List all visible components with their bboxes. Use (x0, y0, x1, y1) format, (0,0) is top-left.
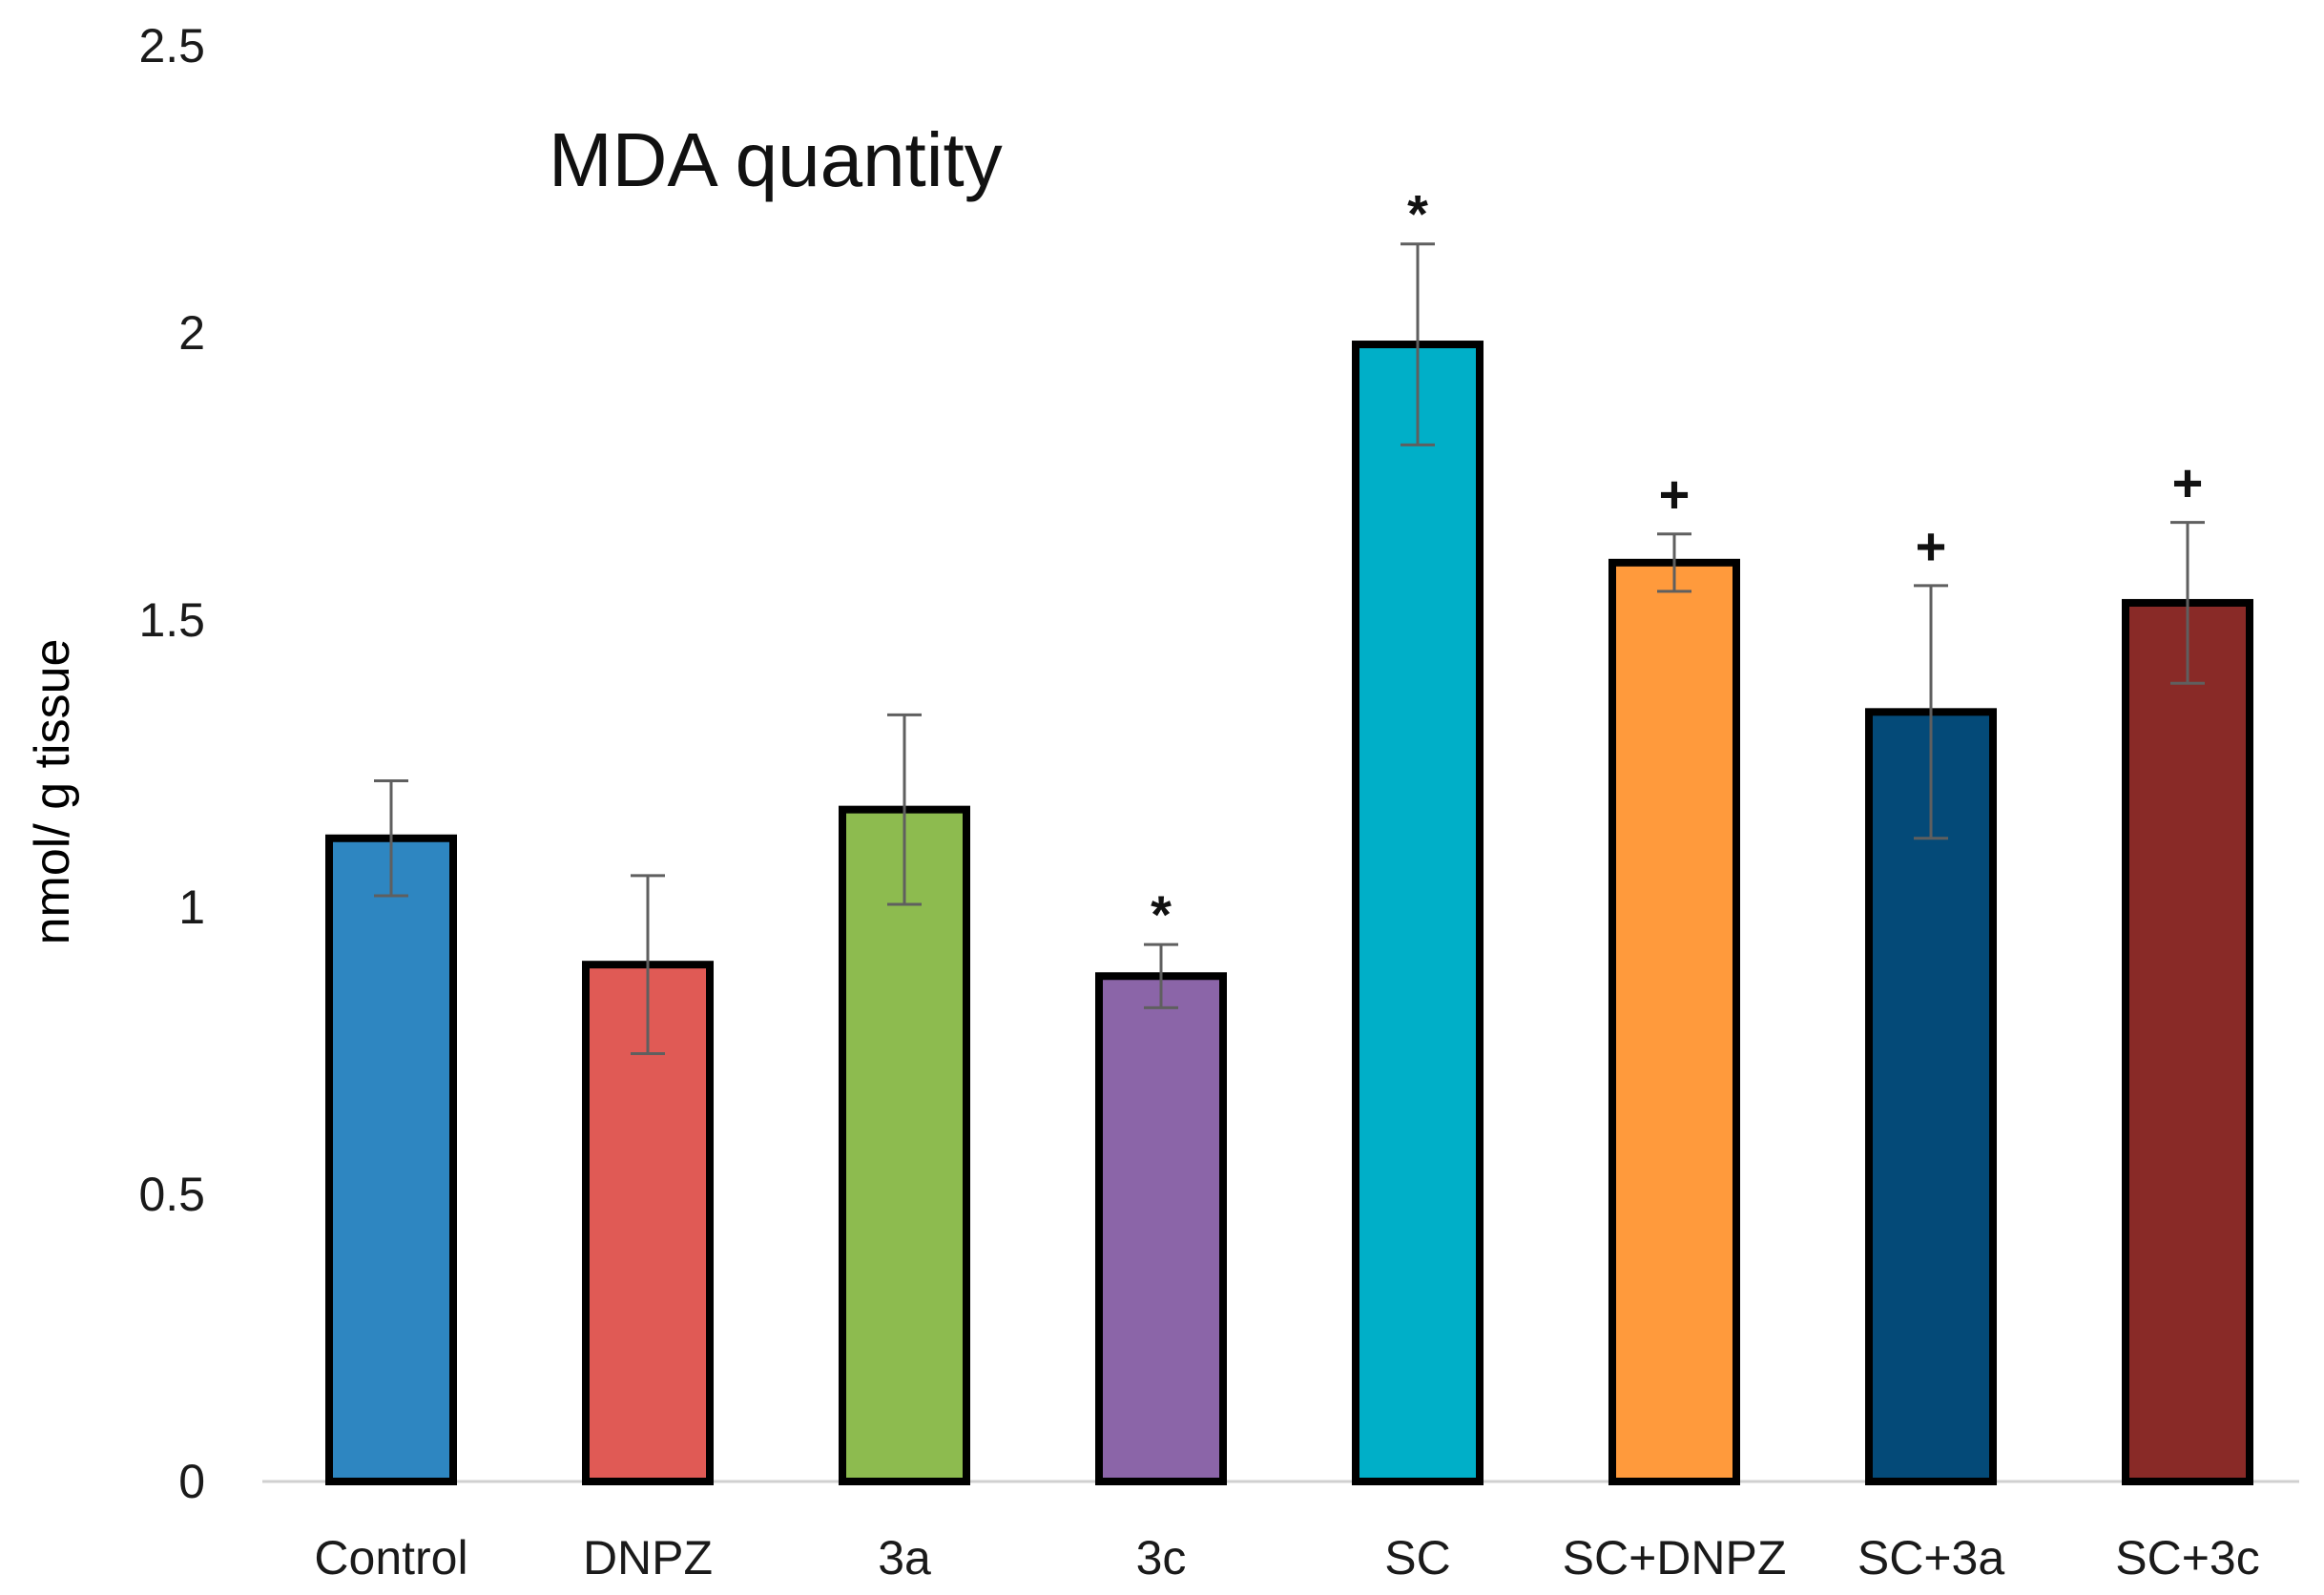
category-label: DNPZ (583, 1531, 713, 1585)
y-tick-label: 0.5 (138, 1168, 205, 1221)
bar-sc-3c (2122, 598, 2253, 1485)
bar-sc-dnpz (1608, 558, 1740, 1485)
category-label: SC+DNPZ (1563, 1531, 1787, 1585)
category-label: Control (314, 1531, 467, 1585)
y-tick-label: 1.5 (138, 593, 205, 647)
y-tick-label: 0 (178, 1455, 205, 1508)
category-label: SC (1384, 1531, 1450, 1585)
y-tick-label: 1 (178, 880, 205, 934)
annotation-star: * (1151, 884, 1172, 944)
bar-3a (839, 805, 970, 1485)
error-bar-sc-3a (1914, 584, 1948, 840)
bar-control (325, 834, 457, 1485)
annotation-plus: + (1916, 516, 1947, 576)
bars (325, 341, 2253, 1485)
category-labels: Control DNPZ 3a 3c SC SC+DNPZ SC+3a SC+3c (314, 1531, 2259, 1585)
annotation-star: * (1407, 184, 1428, 244)
y-tick-labels: 0 0.5 1 1.5 2 2.5 (138, 19, 205, 1508)
y-tick-label: 2.5 (138, 19, 205, 72)
error-bar-3c (1144, 942, 1178, 1009)
error-bars (374, 242, 2205, 1056)
annotation-plus: + (1659, 465, 1691, 525)
significance-annotations: * * + + + (1151, 184, 2203, 944)
error-bar-control (374, 779, 408, 898)
error-bar-3a (887, 713, 922, 906)
annotation-plus: + (2172, 453, 2204, 513)
bar-3c (1095, 972, 1227, 1485)
y-axis-label: nmol/ g tissue (25, 639, 80, 945)
bar-sc-3a (1865, 708, 1997, 1485)
category-label: 3c (1136, 1531, 1187, 1585)
chart-title: MDA quantity (549, 117, 1003, 202)
y-tick-label: 2 (178, 306, 205, 360)
error-bar-dnpz (631, 874, 665, 1056)
category-label: SC+3a (1857, 1531, 2004, 1585)
category-label: 3a (878, 1531, 931, 1585)
error-bar-sc (1401, 242, 1435, 446)
error-bar-sc-dnpz (1657, 532, 1691, 593)
category-label: SC+3c (2115, 1531, 2259, 1585)
bar-sc (1352, 341, 1484, 1485)
error-bar-sc-3c (2170, 521, 2205, 685)
